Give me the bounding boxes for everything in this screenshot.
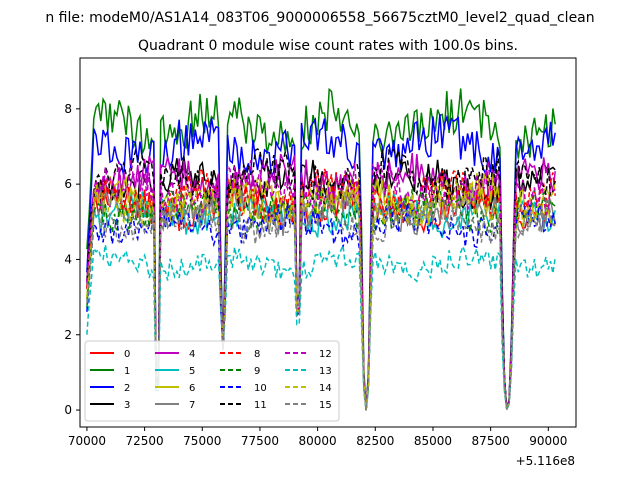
legend-label-7: 7 xyxy=(189,400,195,411)
legend-label-15: 15 xyxy=(319,400,332,411)
x-tick-label: 85000 xyxy=(414,434,452,448)
x-tick-label: 77500 xyxy=(241,434,279,448)
series-line-10 xyxy=(86,202,556,411)
legend-label-9: 9 xyxy=(254,366,260,377)
series-layer xyxy=(86,87,556,413)
x-tick-label: 87500 xyxy=(472,434,510,448)
x-offset-label: +5.116e8 xyxy=(516,454,575,468)
series-line-8 xyxy=(86,166,556,411)
legend-label-2: 2 xyxy=(124,383,130,394)
x-tick-label: 70000 xyxy=(68,434,106,448)
legend-label-14: 14 xyxy=(319,383,332,394)
legend-label-13: 13 xyxy=(319,366,332,377)
x-tick-label: 90000 xyxy=(529,434,567,448)
x-tick-label: 75000 xyxy=(183,434,221,448)
legend-label-12: 12 xyxy=(319,349,332,360)
y-tick-label: 6 xyxy=(64,177,72,191)
y-tick-label: 2 xyxy=(64,328,72,342)
axes-frame xyxy=(79,57,577,428)
x-axis: 70000 72500 75000 77500 80000 82500 85000 87500… xyxy=(68,427,567,448)
legend-label-1: 1 xyxy=(124,366,130,377)
chart-title: Quadrant 0 module wise count rates with … xyxy=(138,38,518,54)
legend-label-8: 8 xyxy=(254,349,260,360)
legend-box xyxy=(84,340,340,422)
legend-label-3: 3 xyxy=(124,400,130,411)
legend-label-10: 10 xyxy=(254,383,267,394)
x-tick-label: 72500 xyxy=(126,434,164,448)
y-axis: 0 2 4 6 8 xyxy=(64,102,80,417)
legend-label-11: 11 xyxy=(254,400,267,411)
y-tick-label: 4 xyxy=(64,252,72,266)
figure-suptitle: n file: modeM0/AS1A14_083T06_9000006558_… xyxy=(45,10,594,26)
series-line-14 xyxy=(86,177,556,411)
series-line-4 xyxy=(86,152,556,411)
series-line-15 xyxy=(86,195,556,411)
series-line-11 xyxy=(86,148,556,411)
legend-label-0: 0 xyxy=(124,349,130,360)
legend-label-6: 6 xyxy=(189,383,195,394)
legend-label-4: 4 xyxy=(189,349,195,360)
series-line-13 xyxy=(86,242,556,413)
series-line-2 xyxy=(86,114,556,411)
series-line-12 xyxy=(86,159,556,411)
x-tick-label: 80000 xyxy=(299,434,337,448)
y-tick-label: 0 xyxy=(64,403,72,417)
legend-label-5: 5 xyxy=(189,366,195,377)
x-tick-label: 82500 xyxy=(356,434,394,448)
y-tick-label: 8 xyxy=(64,102,72,116)
